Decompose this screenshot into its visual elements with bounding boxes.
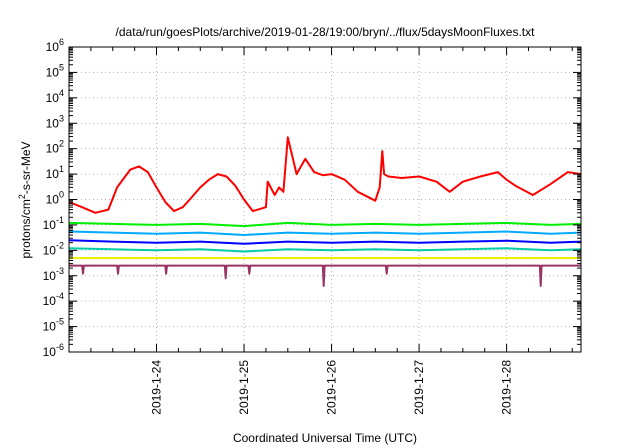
y-tick-label-exponent: 5	[59, 62, 64, 72]
series-line-1	[68, 136, 582, 214]
y-tick-label: 101	[46, 164, 64, 181]
y-tick-label: 10-5	[43, 317, 64, 334]
y-tick-label-base: 10	[46, 167, 60, 181]
y-tick-label-base: 10	[46, 91, 60, 105]
y-tick-label-base: 10	[43, 269, 57, 283]
series-line-4	[68, 239, 582, 245]
y-tick-label-base: 10	[43, 294, 57, 308]
x-tick-label: 2019-1-24	[150, 360, 164, 415]
y-tick-label-base: 10	[46, 65, 60, 79]
y-tick-label-exponent: 1	[59, 164, 64, 174]
y-tick-label: 10-2	[43, 240, 64, 257]
x-tick-label: 2019-1-28	[500, 360, 514, 415]
y-tick-label-exponent: -3	[56, 266, 64, 276]
y-tick-label: 10-6	[43, 342, 64, 359]
y-tick-label-base: 10	[43, 345, 57, 359]
y-tick-label: 104	[46, 88, 64, 105]
series-lines	[68, 136, 582, 287]
x-tick-label: 2019-1-25	[237, 360, 251, 415]
y-tick-label: 10-3	[43, 266, 64, 283]
y-tick-label: 105	[46, 62, 64, 79]
y-tick-label: 103	[46, 113, 64, 130]
y-tick-label: 100	[46, 190, 64, 207]
y-tick-label-exponent: 4	[59, 88, 64, 98]
grid	[69, 47, 581, 352]
x-tick-label: 2019-1-26	[325, 360, 339, 415]
y-tick-label: 102	[46, 139, 64, 156]
x-axis-label: Coordinated Universal Time (UTC)	[233, 431, 417, 445]
series-line-3	[68, 230, 582, 236]
y-tick-label-exponent: -2	[56, 240, 64, 250]
y-tick-label: 10-1	[43, 215, 64, 232]
y-tick-label-base: 10	[43, 243, 57, 257]
y-tick-label-base: 10	[46, 40, 60, 54]
y-tick-label-base: 10	[43, 218, 57, 232]
y-tick-label-base: 10	[46, 116, 60, 130]
x-axis-ticks: 2019-1-24 2019-1-25 2019-1-26 2019-1-27 2019…	[90, 47, 573, 415]
y-tick-label-exponent: -5	[56, 317, 64, 327]
series-line-2	[68, 221, 582, 228]
y-axis-label: protons/cm2-s-sr-MeV	[17, 141, 33, 258]
y-tick-label-base: 10	[43, 320, 57, 334]
y-tick-label-exponent: 2	[59, 139, 64, 149]
y-tick-label-exponent: -4	[56, 291, 64, 301]
y-tick-label-exponent: 6	[59, 37, 64, 47]
x-tick-label: 2019-1-27	[412, 360, 426, 415]
y-tick-label-exponent: -1	[56, 215, 64, 225]
y-tick-label: 10-4	[43, 291, 64, 308]
series-line-5	[68, 247, 582, 253]
y-axis-ticks: 10-610-510-410-310-210-11001011021031041…	[43, 37, 581, 359]
y-tick-label: 106	[46, 37, 64, 54]
y-tick-label-exponent: -6	[56, 342, 64, 352]
series-line-7	[69, 264, 581, 287]
y-tick-label-base: 10	[46, 193, 60, 207]
y-tick-label-base: 10	[46, 142, 60, 156]
y-axis-label-sup: 2	[17, 194, 27, 199]
y-tick-label-exponent: 0	[59, 190, 64, 200]
y-tick-label-exponent: 3	[59, 113, 64, 123]
chart-title: /data/run/goesPlots/archive/2019-01-28/1…	[116, 25, 536, 39]
y-axis-label-base: protons/cm	[19, 199, 33, 258]
y-axis-label-rest: -s-sr-MeV	[19, 141, 33, 194]
